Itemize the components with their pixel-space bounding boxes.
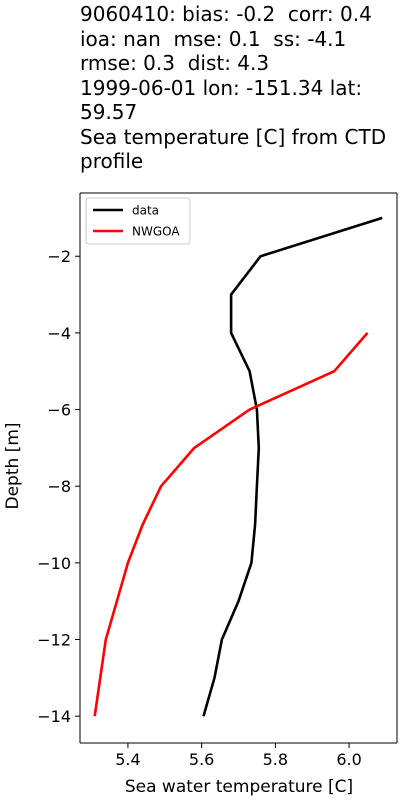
x-tick-label: 5.8 [263,750,288,769]
y-tick-label: −12 [37,631,71,650]
x-axis-label: Sea water temperature [C] [125,777,353,797]
series-line-nwgoa [93,332,369,717]
chart-title: 9060410: bias: -0.2 corr: 0.4 ioa: nan m… [80,2,387,173]
x-tick-label: 5.6 [189,750,214,769]
series-layer [93,216,383,717]
series-line-data [202,216,383,717]
y-tick-label: −4 [47,324,71,343]
y-tick-label: −8 [47,477,71,496]
legend-label-data: data [132,204,159,218]
plot-area [80,193,397,743]
x-tick-label: 6.0 [336,750,361,769]
y-tick-label: −2 [47,247,71,266]
legend: data NWGOA [85,197,191,245]
x-tick-label: 5.4 [115,750,140,769]
y-tick-label: −14 [37,707,71,726]
y-tick-label: −6 [47,401,71,420]
axes-layer: 5.4 5.6 5.8 6.0 −2 −4 −6 −8 −10 −12 −14 [37,192,398,769]
y-axis-label: Depth [m] [3,422,23,509]
plot-background [80,193,397,743]
y-tick-label: −10 [37,554,71,573]
legend-label-nwgoa: NWGOA [132,225,180,239]
